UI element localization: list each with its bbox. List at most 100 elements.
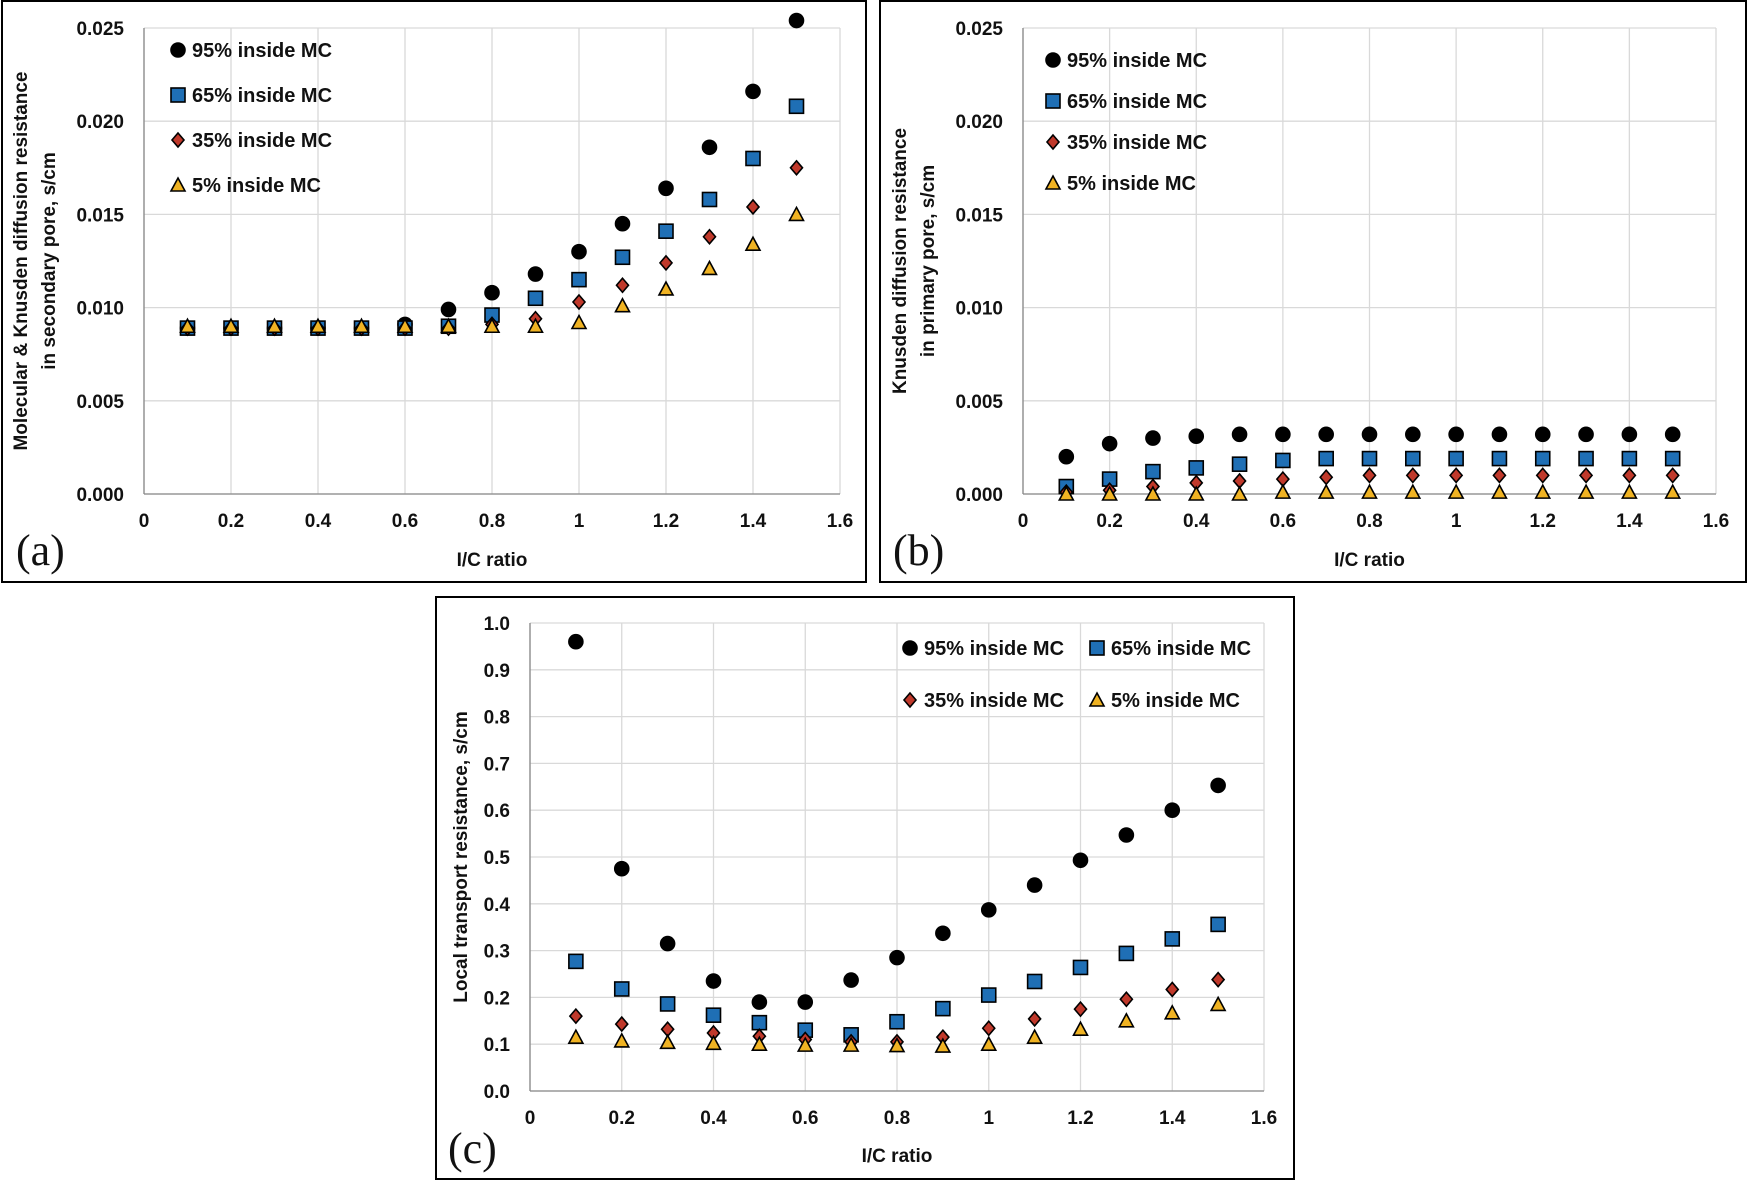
data-point-diamond bbox=[1405, 467, 1420, 484]
data-point-circle bbox=[1101, 435, 1118, 452]
legend-label: 65% inside MC bbox=[1111, 638, 1251, 660]
legend-marker-square bbox=[170, 87, 186, 103]
data-point-triangle bbox=[659, 1033, 676, 1050]
x-tick-label: 0.6 bbox=[392, 511, 418, 532]
legend-marker-diamond bbox=[170, 131, 186, 149]
data-point-circle bbox=[1164, 802, 1181, 819]
data-point-diamond bbox=[1535, 467, 1550, 484]
data-point-circle bbox=[889, 949, 905, 966]
x-tick-label: 1.2 bbox=[1530, 511, 1556, 532]
data-point-triangle bbox=[396, 317, 414, 334]
data-point-triangle bbox=[527, 317, 544, 334]
y-tick-label: 0.010 bbox=[955, 299, 1003, 320]
data-point-triangle bbox=[1664, 483, 1682, 499]
data-point-diamond bbox=[1027, 1010, 1042, 1028]
data-point-triangle bbox=[1317, 483, 1335, 499]
data-point-square bbox=[1664, 450, 1681, 467]
data-point-triangle bbox=[701, 259, 718, 276]
legend-label: 95% inside MC bbox=[192, 40, 332, 62]
data-point-circle bbox=[613, 860, 630, 877]
y-tick-label: 0.2 bbox=[484, 988, 510, 1009]
data-point-triangle bbox=[570, 313, 588, 330]
data-point-triangle bbox=[934, 1037, 952, 1053]
y-tick-label: 0.6 bbox=[484, 801, 510, 822]
data-point-square bbox=[1361, 450, 1378, 467]
data-point-triangle bbox=[353, 317, 370, 334]
data-point-triangle bbox=[1621, 483, 1638, 499]
panel-a-frame bbox=[1, 0, 867, 583]
data-point-triangle bbox=[1163, 1004, 1181, 1020]
data-point-circle bbox=[1664, 426, 1681, 443]
data-point-square bbox=[1318, 450, 1334, 467]
legend-label: 5% inside MC bbox=[1111, 690, 1240, 712]
data-point-triangle bbox=[1118, 1012, 1135, 1028]
panel-a-chart: 0 0.2 0.4 0.6 0.8 1 1.2 1.4 1.6 0.000 0.005 0.010 0.… bbox=[11, 12, 853, 575]
x-tick-label: 0.8 bbox=[479, 511, 505, 532]
data-point-triangle bbox=[179, 317, 196, 334]
data-point-triangle bbox=[1057, 485, 1075, 501]
data-point-circle bbox=[1621, 426, 1638, 443]
data-point-diamond bbox=[1165, 981, 1180, 998]
legend-marker-square bbox=[1089, 640, 1105, 656]
data-point-diamond bbox=[568, 1007, 583, 1025]
data-point-diamond bbox=[1362, 467, 1377, 484]
data-point-triangle bbox=[1209, 995, 1227, 1012]
panel-c-chart: 0 0.2 0.4 0.6 0.8 1 1.2 1.4 1.6 0.0 0.1 0.2 0.3 0.4 0.… bbox=[448, 614, 1277, 1173]
x-axis-label: I/C ratio bbox=[457, 550, 528, 571]
data-point-circle bbox=[658, 180, 674, 197]
data-point-circle bbox=[1448, 426, 1464, 443]
data-point-circle bbox=[1534, 426, 1551, 443]
x-tick-label: 0.2 bbox=[609, 1108, 635, 1129]
data-point-triangle bbox=[1231, 485, 1248, 501]
data-point-circle bbox=[568, 633, 584, 650]
data-point-circle bbox=[1231, 426, 1248, 443]
data-point-diamond bbox=[1622, 467, 1637, 484]
data-point-square bbox=[571, 271, 587, 288]
data-point-square bbox=[889, 1013, 905, 1030]
x-tick-label: 1.6 bbox=[1703, 511, 1729, 532]
legend-label: 5% inside MC bbox=[1067, 173, 1196, 195]
data-point-circle bbox=[1210, 777, 1226, 794]
data-point-diamond bbox=[789, 159, 804, 177]
x-tick-label: 0 bbox=[139, 511, 150, 532]
data-point-circle bbox=[440, 301, 457, 318]
legend-marker-triangle bbox=[169, 176, 187, 192]
y-tick-label: 0.0 bbox=[484, 1082, 510, 1103]
x-tick-label: 0.8 bbox=[884, 1108, 910, 1129]
data-point-square bbox=[1210, 916, 1226, 933]
data-point-triangle bbox=[888, 1036, 906, 1053]
x-tick-label: 1.4 bbox=[1616, 511, 1643, 532]
panel-label: (c) bbox=[448, 1124, 497, 1173]
data-point-square bbox=[568, 953, 584, 970]
data-point-triangle bbox=[1026, 1028, 1043, 1044]
data-point-triangle bbox=[788, 205, 805, 222]
data-point-diamond bbox=[1073, 1000, 1088, 1018]
data-point-triangle bbox=[1577, 483, 1595, 499]
x-tick-label: 0 bbox=[1018, 511, 1029, 532]
y-axis-label: Knusden diffusion resistance bbox=[890, 128, 911, 394]
y-tick-label: 0.000 bbox=[76, 485, 124, 506]
y-tick-label: 0.5 bbox=[484, 848, 511, 869]
legend-marker-triangle bbox=[1044, 174, 1062, 190]
data-point-circle bbox=[1058, 448, 1075, 465]
data-point-diamond bbox=[981, 1020, 996, 1037]
data-point-circle bbox=[1188, 428, 1205, 445]
data-point-square bbox=[705, 1007, 722, 1023]
legend: 95% inside MC 65% inside MC 35% inside MC 5… bbox=[1044, 50, 1207, 195]
x-tick-label: 0.2 bbox=[218, 511, 244, 532]
data-point-square bbox=[613, 981, 630, 997]
data-point-triangle bbox=[1447, 483, 1465, 499]
x-axis-label: I/C ratio bbox=[862, 1146, 933, 1167]
y-tick-label: 0.010 bbox=[76, 299, 124, 320]
data-point-circle bbox=[980, 902, 997, 918]
data-point-triangle bbox=[614, 297, 631, 313]
y-tick-label: 0.015 bbox=[955, 205, 1003, 226]
x-tick-label: 1.2 bbox=[1067, 1108, 1093, 1129]
data-point-circle bbox=[701, 139, 718, 156]
data-point-triangle bbox=[980, 1035, 998, 1051]
data-point-circle bbox=[843, 972, 859, 988]
data-point-triangle bbox=[483, 317, 501, 334]
y-tick-label: 0.005 bbox=[955, 392, 1003, 413]
data-point-triangle bbox=[1534, 483, 1552, 499]
